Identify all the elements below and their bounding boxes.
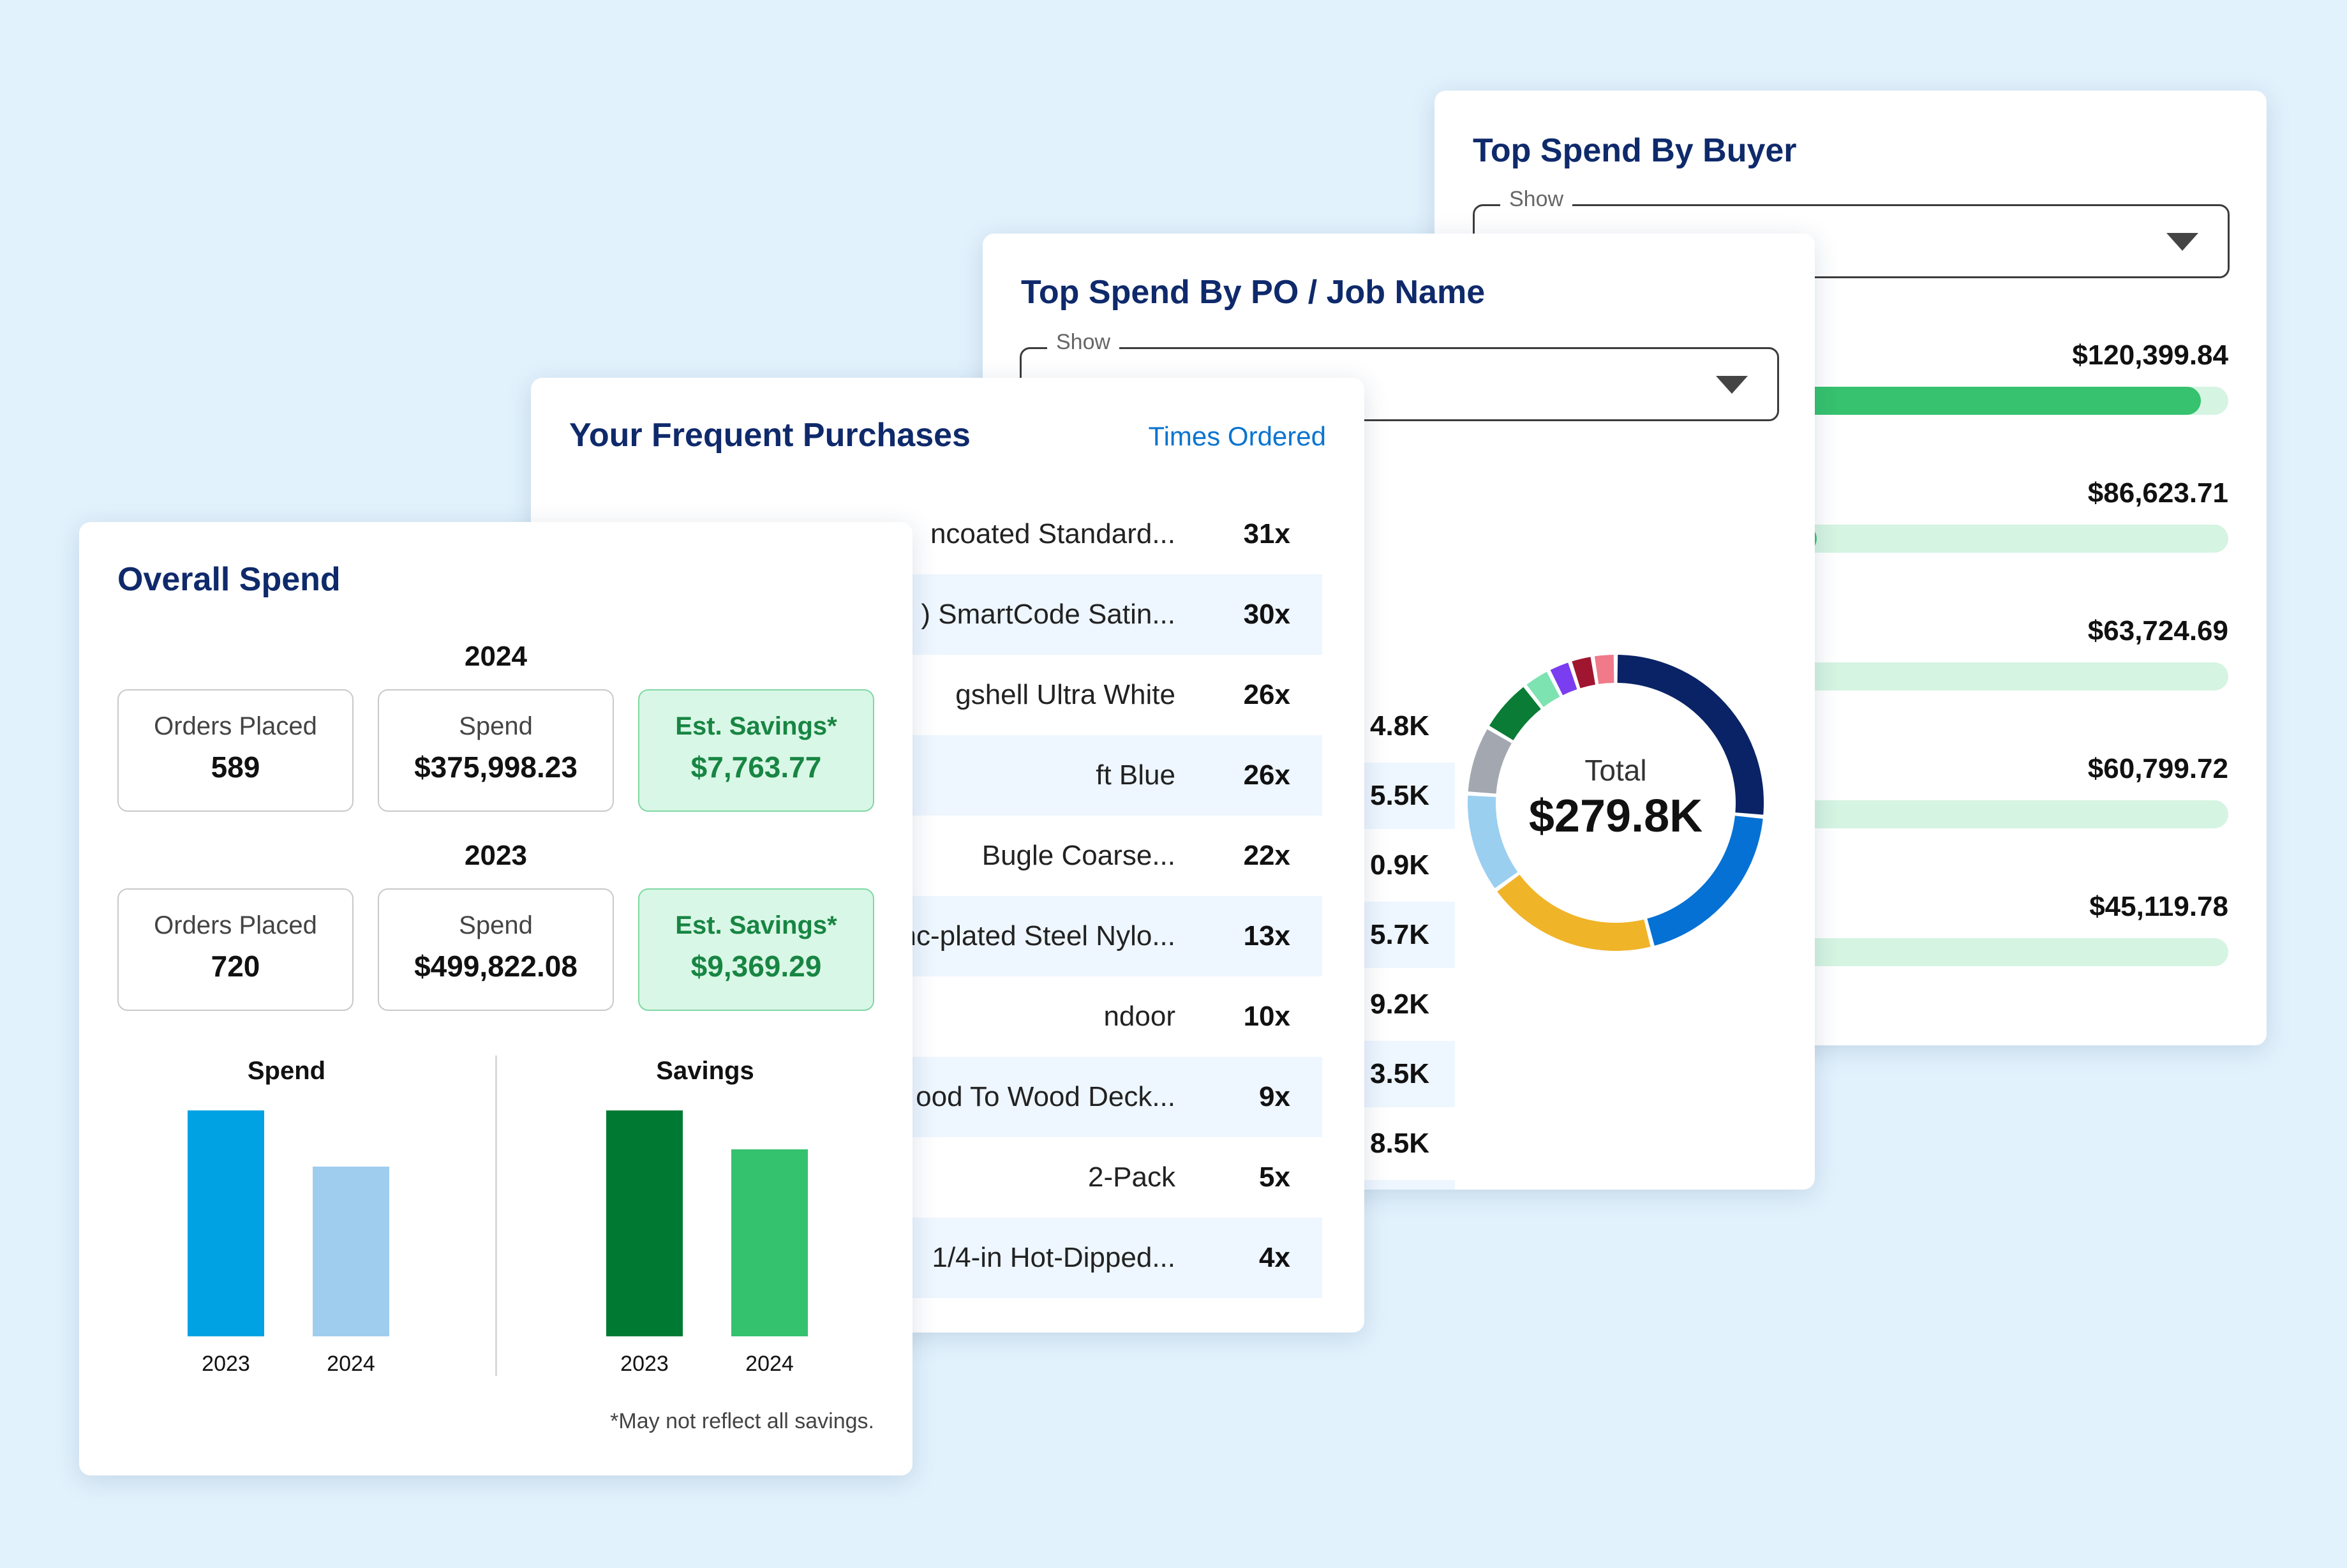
purchase-times-ordered: 4x — [1259, 1242, 1290, 1273]
donut-segment-7 — [1526, 671, 1560, 708]
donut-segment-1 — [1617, 655, 1764, 815]
donut-segment-4 — [1468, 795, 1518, 888]
est-savings-value: $7,763.77 — [690, 750, 822, 784]
buyer-amount: $63,724.69 — [2087, 615, 2228, 646]
purchase-item-name: ft Blue — [1096, 759, 1175, 791]
year-2023-heading: 2023 — [465, 840, 527, 871]
purchase-times-ordered: 26x — [1243, 679, 1290, 710]
purchase-row[interactable]: ncoated Standard... 31x — [531, 494, 1322, 574]
donut-segment-8 — [1550, 662, 1577, 696]
po-show-select[interactable]: Show — [1020, 330, 1779, 421]
purchase-row[interactable]: Bugle Coarse... 22x — [531, 816, 1322, 896]
purchase-times-ordered: 26x — [1243, 759, 1290, 791]
overall-spend-card: Overall Spend 2024 Orders Placed 589 Spe… — [79, 522, 913, 1475]
po-show-label: Show — [1047, 330, 1120, 355]
purchase-item-name: 2-Pack — [1088, 1161, 1175, 1193]
purchase-row[interactable]: ndoor 10x — [531, 976, 1322, 1057]
buyer-amount: $86,623.71 — [2087, 477, 2228, 509]
savings-footnote: *May not reflect all savings. — [610, 1409, 874, 1433]
purchase-item-name: ) SmartCode Satin... — [921, 599, 1175, 630]
purchase-item-name: ncoated Standard... — [930, 518, 1175, 549]
donut-segment-10 — [1594, 655, 1614, 684]
donut-total-value: $279.8K — [1528, 791, 1703, 842]
purchase-item-name: nc-plated Steel Nylo... — [900, 920, 1175, 952]
po-spend-value: 0.9K — [1370, 849, 1429, 881]
est-savings-label: Est. Savings* — [675, 911, 837, 939]
purchase-times-ordered: 13x — [1243, 920, 1290, 952]
orders-placed-value: 720 — [211, 950, 260, 983]
purchase-item-name: 1/4-in Hot-Dipped... — [932, 1242, 1175, 1273]
chart-x-label: 2024 — [327, 1352, 375, 1376]
chart-divider — [495, 1056, 497, 1376]
chart-title: Spend — [247, 1057, 326, 1085]
chart-x-label: 2023 — [620, 1352, 669, 1376]
chart-bar-2024 — [313, 1166, 389, 1336]
purchase-times-ordered: 30x — [1243, 599, 1290, 630]
donut-total-label: Total — [1584, 754, 1647, 787]
orders-placed-2023: Orders Placed 720 — [117, 888, 354, 1011]
spend-label: Spend — [459, 911, 533, 939]
purchase-item-name: Bugle Coarse... — [981, 840, 1175, 871]
chart-bar-2023 — [188, 1110, 264, 1336]
buyer-amount: $45,119.78 — [2089, 891, 2228, 922]
donut-segment-2 — [1646, 815, 1763, 946]
po-card-title: Top Spend By PO / Job Name — [1021, 274, 1486, 311]
buyer-card-title: Top Spend By Buyer — [1473, 132, 1797, 169]
est-savings-2024: Est. Savings* $7,763.77 — [638, 689, 874, 812]
donut-segment-6 — [1489, 687, 1542, 741]
est-savings-2023: Est. Savings* $9,369.29 — [638, 888, 874, 1011]
chart-bar-2023 — [606, 1110, 683, 1336]
purchase-item-name: ood To Wood Deck... — [916, 1081, 1175, 1112]
chevron-down-icon[interactable] — [1716, 376, 1748, 394]
est-savings-value: $9,369.29 — [690, 950, 822, 983]
po-spend-value: 4.8K — [1370, 710, 1429, 742]
chevron-down-icon[interactable] — [2166, 233, 2198, 251]
chart-bar-2024 — [731, 1149, 808, 1336]
purchase-times-ordered: 10x — [1243, 1001, 1290, 1032]
donut-segment-5 — [1468, 729, 1512, 795]
spend-value: $499,822.08 — [414, 950, 577, 983]
purchase-row[interactable]: 2-Pack 5x — [531, 1137, 1322, 1218]
spend-2023: Spend $499,822.08 — [378, 888, 614, 1011]
donut-segment-9 — [1572, 657, 1596, 689]
buyer-show-select[interactable]: Show — [1473, 187, 2230, 278]
overall-spend-title: Overall Spend — [117, 561, 341, 598]
orders-placed-label: Orders Placed — [154, 712, 317, 740]
orders-placed-label: Orders Placed — [154, 911, 317, 939]
orders-placed-value: 589 — [211, 750, 260, 784]
chart-x-label: 2024 — [745, 1352, 794, 1376]
purchase-row[interactable]: gshell Ultra White 26x — [531, 655, 1322, 735]
purchase-item-name: ndoor — [1103, 1001, 1175, 1032]
year-2024-heading: 2024 — [465, 641, 527, 672]
po-spend-value: 8.5K — [1370, 1128, 1429, 1159]
est-savings-label: Est. Savings* — [675, 712, 837, 740]
chart-x-label: 2023 — [202, 1352, 250, 1376]
buyer-amount: $120,399.84 — [2072, 340, 2228, 371]
chart-title: Savings — [656, 1057, 754, 1085]
purchases-card-title: Your Frequent Purchases — [569, 417, 971, 454]
spend-value: $375,998.23 — [414, 750, 577, 784]
purchase-item-name: gshell Ultra White — [955, 679, 1175, 710]
purchase-times-ordered: 22x — [1243, 840, 1290, 871]
orders-placed-2024: Orders Placed 589 — [117, 689, 354, 812]
purchase-times-ordered: 9x — [1259, 1081, 1290, 1112]
buyer-amount: $60,799.72 — [2087, 753, 2228, 784]
spend-donut-chart — [1468, 655, 1764, 951]
times-ordered-link[interactable]: Times Ordered — [1148, 421, 1326, 451]
donut-segment-3 — [1497, 874, 1651, 951]
buyer-show-label: Show — [1500, 187, 1573, 212]
spend-label: Spend — [459, 712, 533, 740]
purchase-times-ordered: 5x — [1259, 1161, 1290, 1193]
po-spend-value: 9.2K — [1370, 989, 1429, 1020]
purchase-times-ordered: 31x — [1243, 518, 1290, 549]
spend-2024: Spend $375,998.23 — [378, 689, 614, 812]
